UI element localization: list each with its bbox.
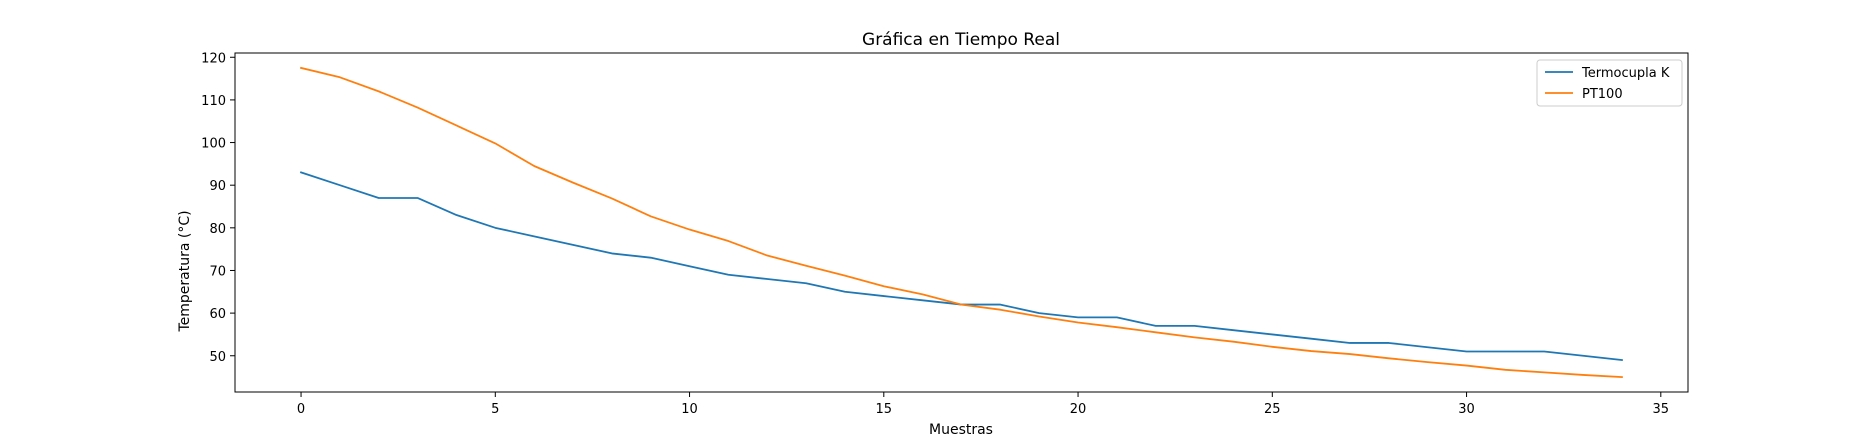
- series-line-2: [299, 66, 1623, 379]
- x-tick-label: 25: [1264, 402, 1281, 417]
- y-tick-label: 60: [209, 307, 226, 322]
- y-tick-label: 70: [209, 264, 226, 279]
- x-axis-title: Muestras: [929, 422, 993, 438]
- y-tick-label: 50: [209, 350, 226, 365]
- legend-label: Termocupla K: [1581, 66, 1670, 81]
- legend-label: PT100: [1582, 87, 1623, 102]
- plot-area: 0 5 10 15 20 25 30 35 50 60 70 80 90 100 110 120: [201, 51, 1689, 417]
- x-tick-label: 20: [1070, 402, 1087, 417]
- axes-frame: [234, 52, 1689, 393]
- y-tick-label: 120: [201, 51, 226, 66]
- y-axis-title: Temperatura (°C): [177, 210, 193, 332]
- legend: Termocupla K PT100: [1536, 59, 1683, 107]
- y-tick-label: 90: [209, 179, 226, 194]
- x-tick-label: 5: [491, 402, 499, 417]
- y-tick-label: 100: [201, 137, 226, 152]
- x-tick-label: 15: [876, 402, 893, 417]
- x-tick-label: 10: [681, 402, 698, 417]
- legend-box: [1536, 59, 1683, 107]
- y-tick-label: 80: [209, 222, 226, 237]
- chart-title: Gráfica en Tiempo Real: [862, 30, 1060, 50]
- x-tick-label: 35: [1653, 402, 1670, 417]
- x-tick-label: 0: [297, 402, 305, 417]
- y-tick-label: 110: [201, 94, 226, 109]
- x-tick-label: 30: [1458, 402, 1475, 417]
